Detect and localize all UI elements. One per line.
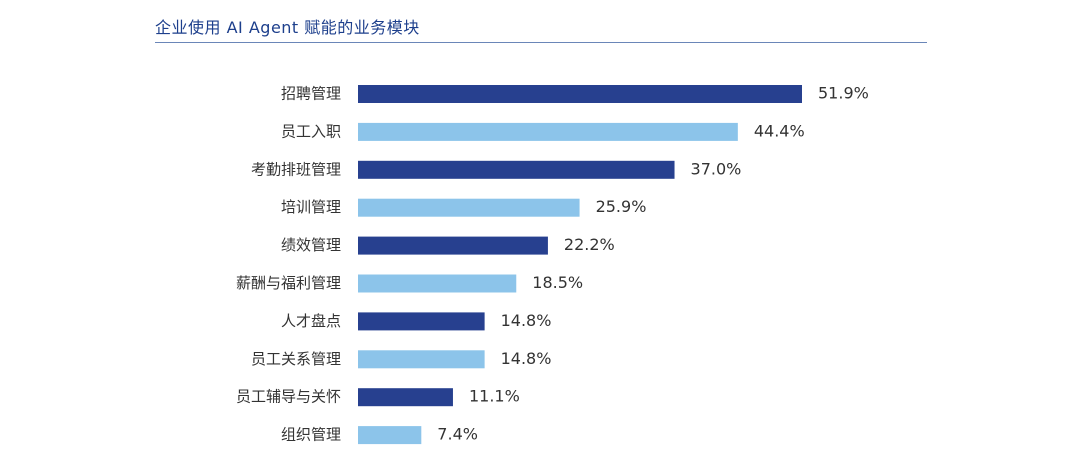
bar: [358, 236, 548, 255]
bar: [358, 350, 485, 369]
bar: [358, 85, 802, 103]
value-label: 18.5%: [532, 273, 583, 292]
bar: [358, 122, 738, 141]
category-label: 考勤排班管理: [251, 160, 341, 178]
value-label: 11.1%: [469, 387, 520, 406]
category-label: 薪酬与福利管理: [236, 274, 341, 292]
category-label: 员工关系管理: [251, 350, 341, 368]
value-label: 37.0%: [691, 159, 742, 178]
category-label: 员工入职: [281, 122, 341, 140]
value-label: 51.9%: [818, 84, 869, 103]
value-label: 44.4%: [754, 121, 805, 140]
value-label: 22.2%: [564, 235, 615, 254]
category-label: 培训管理: [281, 198, 341, 216]
category-label: 组织管理: [281, 426, 341, 444]
value-label: 25.9%: [596, 197, 647, 216]
value-label: 7.4%: [437, 425, 478, 444]
category-label: 员工辅导与关怀: [236, 388, 341, 406]
category-label: 人才盘点: [281, 312, 341, 330]
bar: [358, 312, 485, 331]
title-divider: [155, 42, 927, 43]
bar: [358, 426, 422, 445]
bar: [358, 274, 517, 293]
category-label: 绩效管理: [281, 236, 341, 254]
category-label: 招聘管理: [281, 85, 341, 103]
bar: [358, 198, 580, 217]
bar: [358, 388, 453, 407]
bar: [358, 160, 675, 179]
value-label: 14.8%: [501, 349, 552, 368]
value-label: 14.8%: [501, 311, 552, 330]
chart-title: 企业使用 AI Agent 赋能的业务模块: [155, 18, 420, 37]
